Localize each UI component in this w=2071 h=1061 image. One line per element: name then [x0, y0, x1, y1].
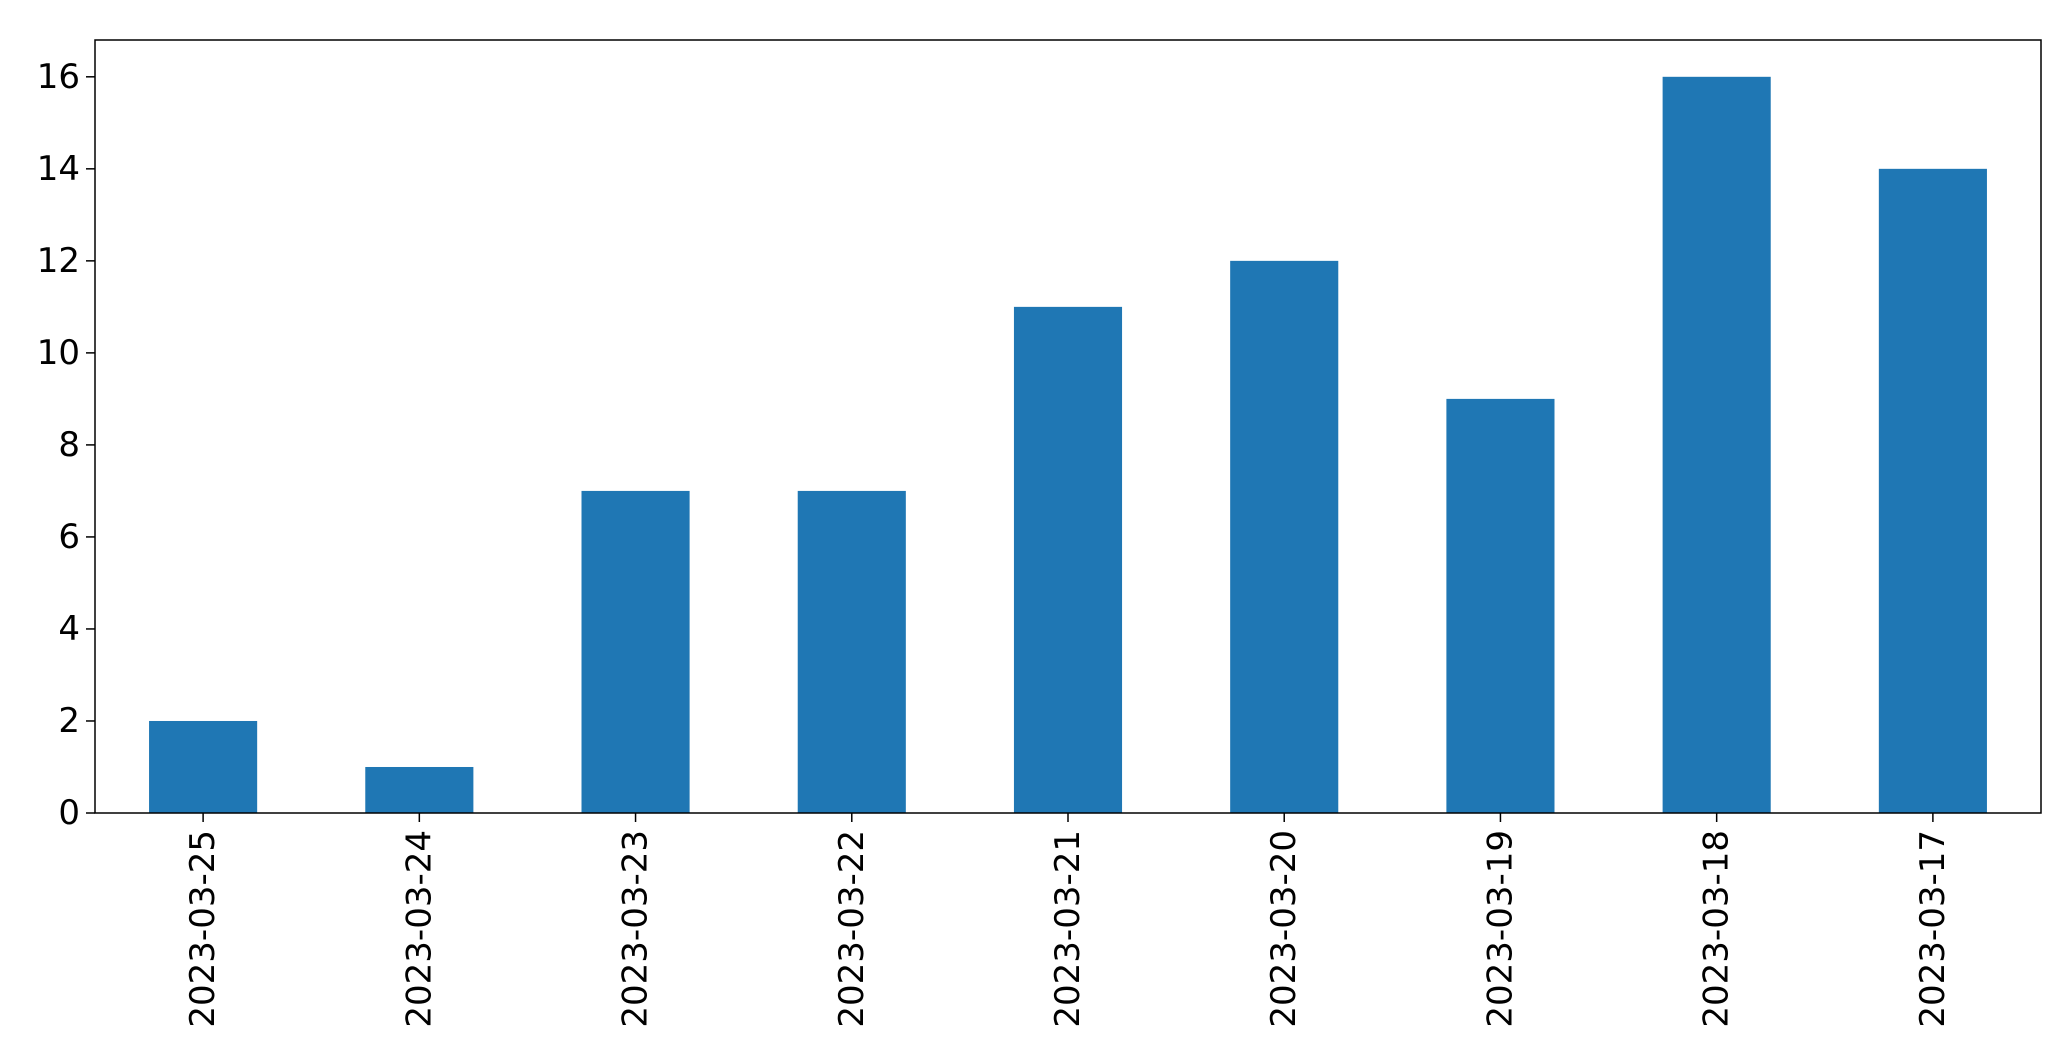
plot-frame [94, 39, 2042, 814]
bar-2023-03-24 [365, 766, 474, 813]
x-axis: 2023-03-25 2023-03-24 2023-03-23 2023-03-22… [183, 813, 1953, 1028]
y-tick-label: 14 [37, 149, 80, 189]
y-tick-label: 8 [58, 425, 80, 465]
y-tick-label: 2 [58, 701, 80, 741]
x-tick-label: 2023-03-24 [399, 830, 439, 1028]
y-tick-label: 10 [37, 333, 80, 373]
bar-2023-03-25 [149, 720, 258, 813]
y-tick-label: 12 [37, 241, 80, 281]
y-tick-label: 0 [58, 793, 80, 833]
bar-2023-03-23 [581, 490, 690, 813]
bar-2023-03-20 [1230, 260, 1339, 813]
bar-2023-03-21 [1013, 306, 1123, 813]
bar-2023-03-19 [1446, 398, 1555, 813]
x-tick-label: 2023-03-19 [1480, 830, 1520, 1028]
y-tick-label: 6 [58, 517, 80, 557]
x-tick-label: 2023-03-18 [1697, 830, 1737, 1028]
y-tick-label: 16 [37, 57, 80, 97]
x-tick-label: 2023-03-22 [832, 830, 872, 1028]
y-axis: 0 2 4 6 8 10 12 14 16 [37, 57, 95, 833]
x-tick-label: 2023-03-23 [616, 830, 656, 1028]
bar-2023-03-18 [1662, 76, 1771, 814]
x-tick-label: 2023-03-25 [183, 830, 223, 1028]
x-tick-label: 2023-03-21 [1048, 830, 1088, 1028]
bar-2023-03-17 [1878, 168, 1987, 814]
bar-2023-03-22 [797, 490, 906, 813]
x-tick-label: 2023-03-17 [1913, 830, 1953, 1028]
x-tick-label: 2023-03-20 [1264, 830, 1304, 1028]
y-tick-label: 4 [58, 609, 80, 649]
bars-group [149, 76, 1987, 814]
